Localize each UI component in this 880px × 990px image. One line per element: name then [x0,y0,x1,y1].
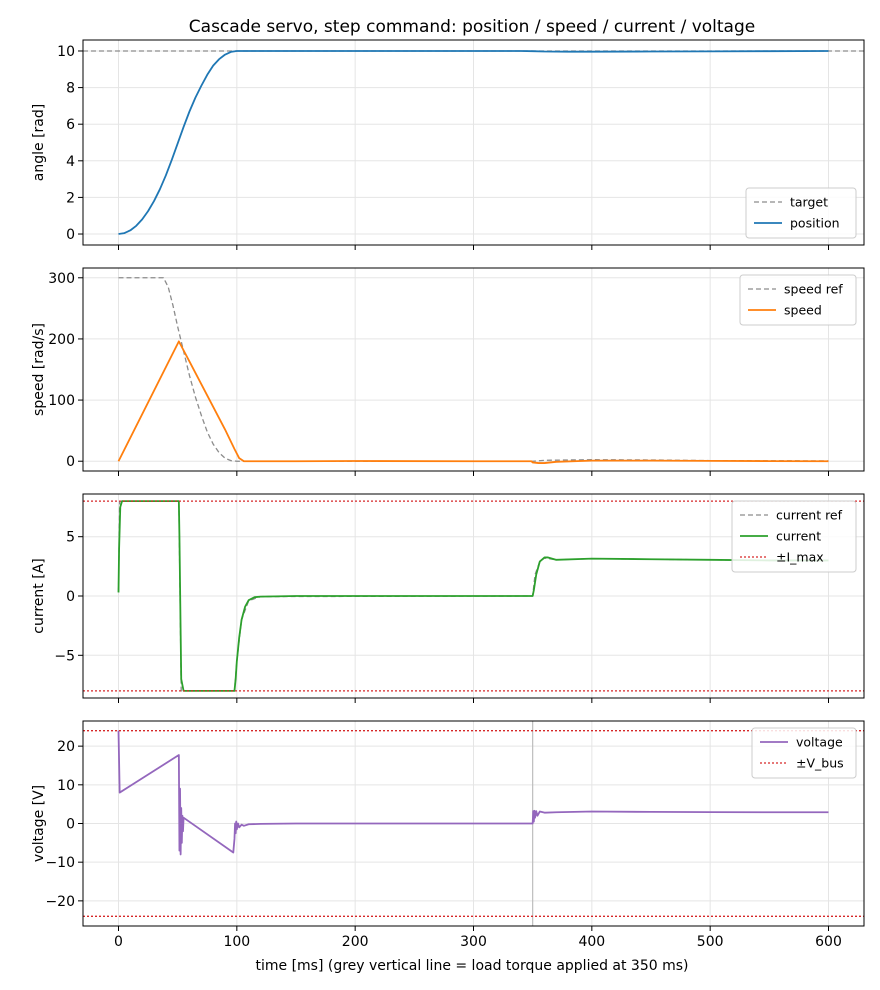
y-axis-label: current [A] [31,558,47,633]
legend-frame [751,727,857,779]
y-tick-label: 5 [66,530,75,546]
y-tick-label: 8 [66,81,75,97]
x-tick-label: 500 [697,934,724,950]
y-axis-label: speed [rad/s] [31,323,47,416]
panel-1: 0 2 4 6 8 10 angle [rad] target position [31,39,865,250]
legend-label: position [790,216,840,231]
legend: speed ref speed [739,274,857,326]
x-tick-label: 100 [223,934,250,950]
y-tick-label: 2 [66,190,75,206]
series-current-line [117,500,829,692]
panel-4: 0 100 200 300 400 500 600 −20 −10 0 10 20 voltage [V… [31,720,865,950]
y-tick-label: 10 [57,778,75,794]
legend-label: ±I_max [776,550,824,565]
y-tick-label: 10 [57,44,75,60]
y-tick-label: 300 [48,271,75,287]
x-axis-label: time [ms] (grey vertical line = load tor… [255,958,688,974]
x-tick-label: 600 [815,934,842,950]
y-tick-label: −20 [45,894,75,910]
panel-2: 0 100 200 300 speed [rad/s] speed ref speed [31,267,865,476]
series-voltage-line [117,730,829,856]
legend-frame [745,187,857,239]
y-tick-label: 4 [66,154,75,170]
legend-label: speed [784,303,822,318]
series-position-line [118,50,829,235]
x-tick-label: 200 [342,934,369,950]
x-tick-label: 0 [114,934,123,950]
y-tick-label: 6 [66,117,75,133]
y-tick-label: 20 [57,739,75,755]
y-axis-label: angle [rad] [31,104,47,181]
legend-label: ±V_bus [796,756,844,771]
y-tick-label: 0 [66,454,75,470]
y-tick-label: −10 [45,855,75,871]
y-axis-label: voltage [V] [31,785,47,862]
series-speed-ref-line [118,277,829,462]
series-speed-line [117,340,829,464]
y-tick-label: 200 [48,332,75,348]
legend-frame [731,500,857,573]
y-tick-label: 100 [48,393,75,409]
legend: current ref current ±I_max [731,500,857,573]
plot-area [83,50,864,235]
y-tick-label: −5 [54,648,75,664]
panel-3: −5 0 5 current [A] current ref current ±I_max [31,493,865,703]
plot-area [83,500,864,692]
y-tick-label: 0 [66,589,75,605]
y-tick-label: 0 [66,227,75,243]
legend-label: voltage [796,735,843,750]
x-tick-label: 400 [578,934,605,950]
y-tick-label: 0 [66,817,75,833]
legend: target position [745,187,857,239]
legend-frame [739,274,857,326]
figure-title: Cascade servo, step command: position / … [189,17,755,37]
legend-label: current ref [776,508,843,523]
legend-label: speed ref [784,282,843,297]
legend-label: target [790,195,828,210]
legend: voltage ±V_bus [751,727,857,779]
plot-area [83,721,864,926]
legend-label: current [776,529,821,544]
plot-area [117,277,829,464]
x-tick-label: 300 [460,934,487,950]
